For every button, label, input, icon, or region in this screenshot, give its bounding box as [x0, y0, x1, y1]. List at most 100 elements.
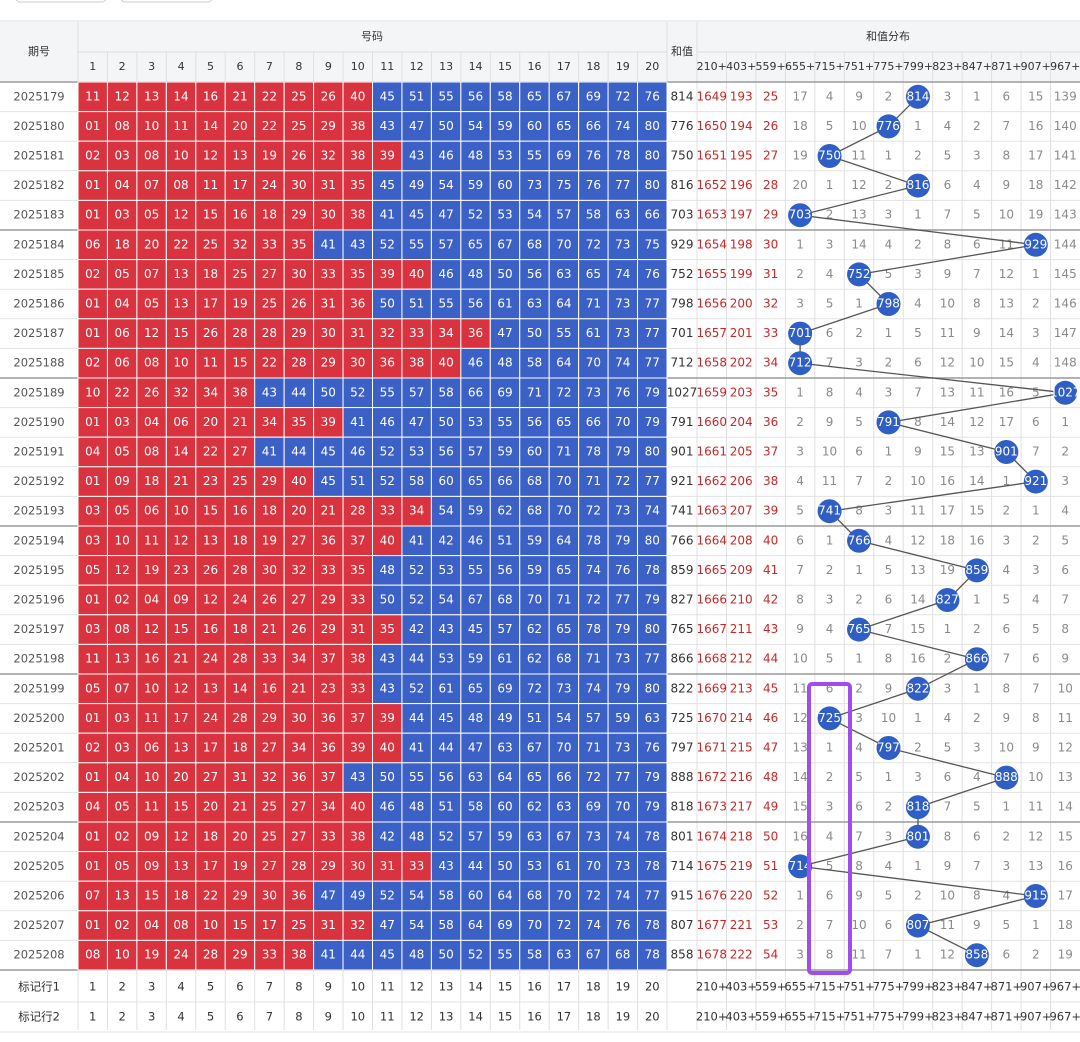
number-cell [283, 791, 315, 823]
number: 64 [497, 889, 512, 903]
number: 16 [203, 89, 218, 103]
number-cell [637, 288, 668, 320]
number: 72 [586, 889, 601, 903]
number-cell [430, 762, 462, 793]
column-label: 210+ [697, 60, 727, 73]
distribution-value: 1653 [696, 208, 727, 222]
number-cell [136, 880, 167, 912]
number: 15 [232, 356, 247, 370]
number: 18 [173, 889, 188, 903]
distribution-value: 16 [1058, 859, 1073, 873]
footer-cell: 10 [350, 1010, 365, 1024]
distribution-value: 15 [1058, 829, 1073, 843]
number-cell [578, 318, 609, 349]
number-cell [607, 584, 639, 616]
number-cell [283, 643, 315, 675]
distribution-value: 7 [885, 622, 893, 636]
footer-cell: 8 [295, 980, 302, 994]
number-cell [607, 288, 639, 320]
number-cell [165, 229, 197, 261]
number: 25 [291, 89, 306, 103]
number: 02 [85, 356, 100, 370]
number: 16 [262, 681, 277, 695]
distribution-value: 6 [973, 829, 981, 843]
number-cell [401, 762, 432, 793]
period: 2025203 [13, 800, 64, 814]
number: 60 [497, 178, 512, 192]
number-cell [342, 199, 373, 231]
number: 04 [144, 918, 159, 932]
period: 2025188 [13, 356, 64, 370]
number-cell [77, 436, 108, 468]
distribution-value: 8 [796, 593, 804, 607]
number: 15 [173, 622, 188, 636]
column-label: 559+ [756, 60, 786, 73]
distribution-value: 1672 [696, 770, 727, 784]
distribution-value: 17 [1058, 889, 1073, 903]
number-cell [77, 407, 108, 438]
number-cell [430, 111, 462, 142]
distribution-value: 212 [730, 652, 753, 666]
number: 57 [468, 829, 483, 843]
footer-cell: 5 [207, 1010, 214, 1024]
column-label: 4 [178, 60, 185, 73]
number: 31 [380, 859, 395, 873]
number-cell [519, 318, 550, 349]
distribution-value: 12 [1058, 741, 1073, 755]
number: 33 [350, 593, 365, 607]
column-label: 3 [148, 60, 155, 73]
number: 22 [115, 385, 130, 399]
number: 79 [615, 533, 630, 547]
distribution-value: 1 [826, 533, 834, 547]
distribution-value: 6 [855, 445, 863, 459]
top-button[interactable] [15, 0, 107, 3]
number: 73 [615, 297, 630, 311]
period: 2025191 [13, 445, 64, 459]
sum-marker [788, 351, 813, 376]
number: 70 [586, 859, 601, 873]
number: 33 [262, 652, 277, 666]
distribution-value: 797 [877, 741, 900, 755]
distribution-value: 8 [914, 415, 922, 429]
number: 30 [262, 563, 277, 577]
distribution-value: 1 [973, 89, 981, 103]
number-cell [342, 851, 373, 882]
number: 66 [556, 770, 571, 784]
number: 53 [409, 445, 424, 459]
number: 63 [527, 829, 542, 843]
number: 04 [144, 415, 159, 429]
number: 56 [438, 445, 453, 459]
footer-cell: 655+ [784, 1010, 816, 1024]
distribution-value: 858 [965, 948, 988, 962]
number-cell [165, 111, 197, 142]
number: 55 [497, 948, 512, 962]
number: 73 [615, 859, 630, 873]
distribution-value: 1676 [696, 889, 727, 903]
distribution-value: 5 [973, 208, 981, 222]
number: 28 [232, 652, 247, 666]
top-button[interactable] [120, 0, 213, 3]
number: 27 [232, 445, 247, 459]
number: 59 [497, 119, 512, 133]
number: 65 [468, 474, 483, 488]
footer-cell: 967+ [1049, 980, 1080, 994]
distribution-value: 8 [1003, 681, 1011, 695]
number: 29 [262, 711, 277, 725]
number: 51 [497, 533, 512, 547]
number: 25 [262, 829, 277, 843]
number: 35 [291, 415, 306, 429]
number: 39 [350, 741, 365, 755]
number: 67 [468, 593, 483, 607]
distribution-value: 901 [995, 445, 1018, 459]
number-cell [401, 111, 432, 142]
number-cell [195, 821, 226, 853]
period: 2025193 [13, 504, 64, 518]
number: 10 [203, 918, 218, 932]
distribution-value: 701 [789, 326, 812, 340]
number: 45 [468, 622, 483, 636]
number: 59 [497, 829, 512, 843]
number: 26 [321, 89, 336, 103]
number-cell [637, 407, 668, 438]
number-cell [224, 703, 256, 734]
number: 44 [409, 711, 424, 725]
